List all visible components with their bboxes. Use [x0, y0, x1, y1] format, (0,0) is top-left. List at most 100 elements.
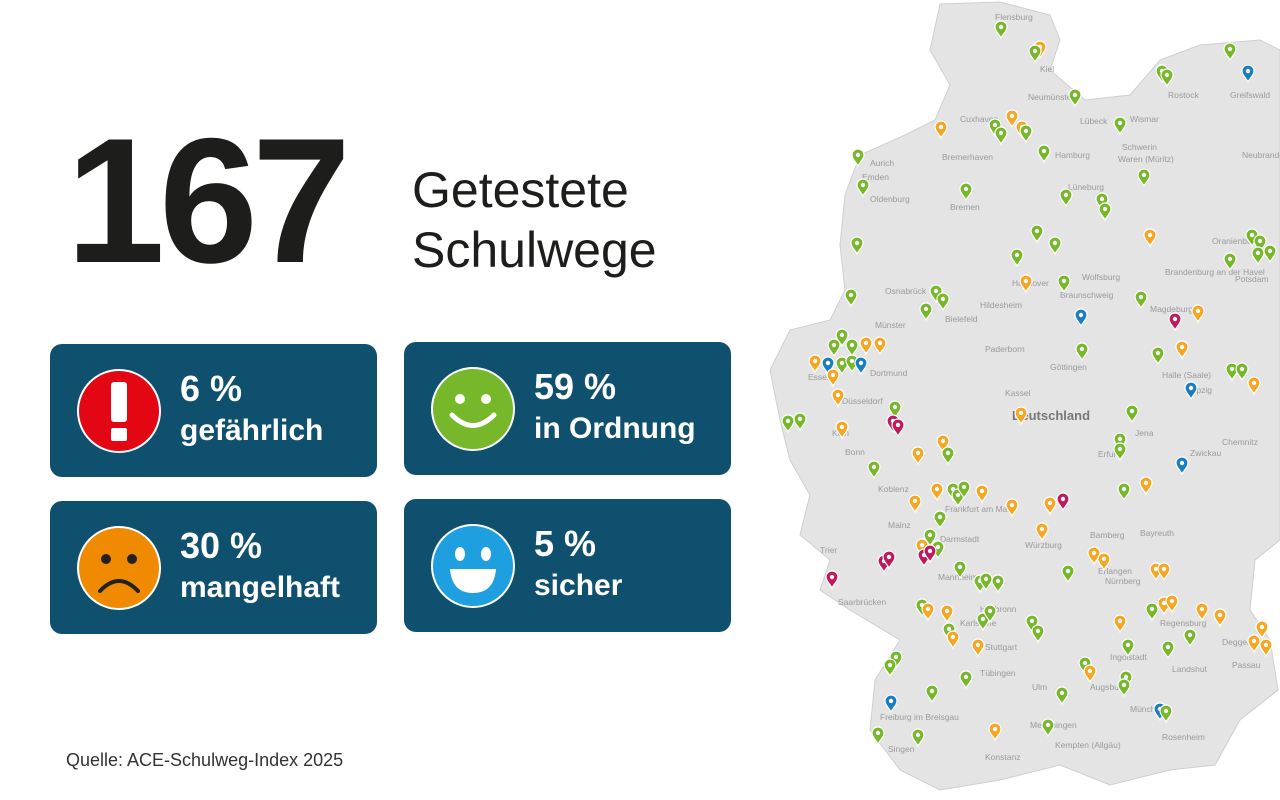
map-marker-orange[interactable]: [1005, 109, 1019, 129]
map-marker-orange[interactable]: [1255, 620, 1269, 640]
map-marker-green[interactable]: [845, 338, 859, 358]
map-marker-green[interactable]: [1121, 638, 1135, 658]
map-marker-green[interactable]: [1134, 290, 1148, 310]
map-marker-orange[interactable]: [911, 446, 925, 466]
map-marker-green[interactable]: [941, 446, 955, 466]
map-marker-blue[interactable]: [1175, 456, 1189, 476]
map-marker-green[interactable]: [850, 236, 864, 256]
map-marker-orange[interactable]: [1139, 476, 1153, 496]
map-marker-green[interactable]: [781, 414, 795, 434]
map-marker-orange[interactable]: [930, 482, 944, 502]
map-marker-green[interactable]: [1223, 42, 1237, 62]
map-marker-orange[interactable]: [1014, 406, 1028, 426]
map-marker-green[interactable]: [871, 726, 885, 746]
map-marker-orange[interactable]: [971, 638, 985, 658]
map-marker-green[interactable]: [994, 20, 1008, 40]
map-marker-green[interactable]: [827, 338, 841, 358]
map-marker-orange[interactable]: [908, 494, 922, 514]
map-marker-orange[interactable]: [1083, 664, 1097, 684]
map-marker-green[interactable]: [1030, 224, 1044, 244]
map-marker-green[interactable]: [933, 510, 947, 530]
map-marker-green[interactable]: [1117, 678, 1131, 698]
map-marker-green[interactable]: [1161, 640, 1175, 660]
map-marker-green[interactable]: [923, 528, 937, 548]
map-marker-green[interactable]: [1151, 346, 1165, 366]
map-marker-orange[interactable]: [988, 722, 1002, 742]
map-marker-orange[interactable]: [1097, 552, 1111, 572]
map-marker-orange[interactable]: [975, 484, 989, 504]
map-marker-green[interactable]: [1010, 248, 1024, 268]
map-marker-green[interactable]: [1225, 362, 1239, 382]
map-marker-green[interactable]: [1145, 602, 1159, 622]
map-marker-orange[interactable]: [873, 336, 887, 356]
map-marker-orange[interactable]: [936, 434, 950, 454]
map-marker-orange[interactable]: [921, 602, 935, 622]
map-marker-green[interactable]: [888, 400, 902, 420]
map-marker-orange[interactable]: [1195, 602, 1209, 622]
map-marker-blue[interactable]: [1184, 381, 1198, 401]
map-marker-orange[interactable]: [831, 388, 845, 408]
map-marker-green[interactable]: [1098, 202, 1112, 222]
map-marker-green[interactable]: [851, 148, 865, 168]
map-marker-green[interactable]: [959, 182, 973, 202]
map-marker-green[interactable]: [994, 126, 1008, 146]
map-marker-blue[interactable]: [884, 694, 898, 714]
map-marker-orange[interactable]: [940, 604, 954, 624]
map-marker-green[interactable]: [953, 560, 967, 580]
map-marker-green[interactable]: [983, 604, 997, 624]
map-marker-orange[interactable]: [1247, 376, 1261, 396]
map-marker-green[interactable]: [1253, 234, 1267, 254]
map-marker-magenta[interactable]: [891, 418, 905, 438]
map-marker-green[interactable]: [1048, 236, 1062, 256]
map-marker-green[interactable]: [911, 728, 925, 748]
map-marker-orange[interactable]: [1143, 228, 1157, 248]
map-marker-magenta[interactable]: [882, 550, 896, 570]
map-marker-green[interactable]: [929, 284, 943, 304]
map-marker-green[interactable]: [856, 178, 870, 198]
map-marker-green[interactable]: [959, 670, 973, 690]
map-marker-magenta[interactable]: [923, 544, 937, 564]
map-marker-green[interactable]: [1031, 624, 1045, 644]
map-marker-orange[interactable]: [934, 120, 948, 140]
map-marker-green[interactable]: [957, 480, 971, 500]
map-marker-orange[interactable]: [1213, 608, 1227, 628]
map-marker-orange[interactable]: [859, 336, 873, 356]
map-marker-green[interactable]: [1263, 244, 1277, 264]
map-marker-green[interactable]: [844, 288, 858, 308]
map-marker-blue[interactable]: [821, 356, 835, 376]
map-marker-green[interactable]: [1235, 362, 1249, 382]
map-marker-green[interactable]: [936, 292, 950, 312]
map-marker-blue[interactable]: [1074, 308, 1088, 328]
map-marker-orange[interactable]: [1019, 274, 1033, 294]
map-marker-green[interactable]: [1113, 116, 1127, 136]
map-marker-green[interactable]: [919, 302, 933, 322]
map-marker-blue[interactable]: [854, 356, 868, 376]
map-marker-orange[interactable]: [1043, 496, 1057, 516]
map-marker-orange[interactable]: [1157, 562, 1171, 582]
map-marker-green[interactable]: [835, 356, 849, 376]
map-marker-green[interactable]: [1160, 68, 1174, 88]
map-marker-orange[interactable]: [835, 420, 849, 440]
map-marker-green[interactable]: [1183, 628, 1197, 648]
map-marker-green[interactable]: [1037, 144, 1051, 164]
map-marker-green[interactable]: [925, 684, 939, 704]
map-marker-green[interactable]: [1055, 686, 1069, 706]
map-marker-magenta[interactable]: [1056, 492, 1070, 512]
map-marker-orange[interactable]: [946, 630, 960, 650]
map-marker-green[interactable]: [1159, 704, 1173, 724]
map-marker-green[interactable]: [1125, 404, 1139, 424]
map-marker-green[interactable]: [1041, 718, 1055, 738]
map-marker-green[interactable]: [1057, 274, 1071, 294]
map-marker-green[interactable]: [1068, 88, 1082, 108]
map-marker-green[interactable]: [1075, 342, 1089, 362]
map-marker-green[interactable]: [883, 658, 897, 678]
map-marker-green[interactable]: [1223, 252, 1237, 272]
map-marker-green[interactable]: [1061, 564, 1075, 584]
map-marker-orange[interactable]: [1165, 594, 1179, 614]
map-marker-orange[interactable]: [808, 354, 822, 374]
map-marker-magenta[interactable]: [825, 570, 839, 590]
map-marker-green[interactable]: [979, 572, 993, 592]
map-marker-orange[interactable]: [1005, 498, 1019, 518]
map-marker-orange[interactable]: [826, 368, 840, 388]
map-marker-orange[interactable]: [1175, 340, 1189, 360]
